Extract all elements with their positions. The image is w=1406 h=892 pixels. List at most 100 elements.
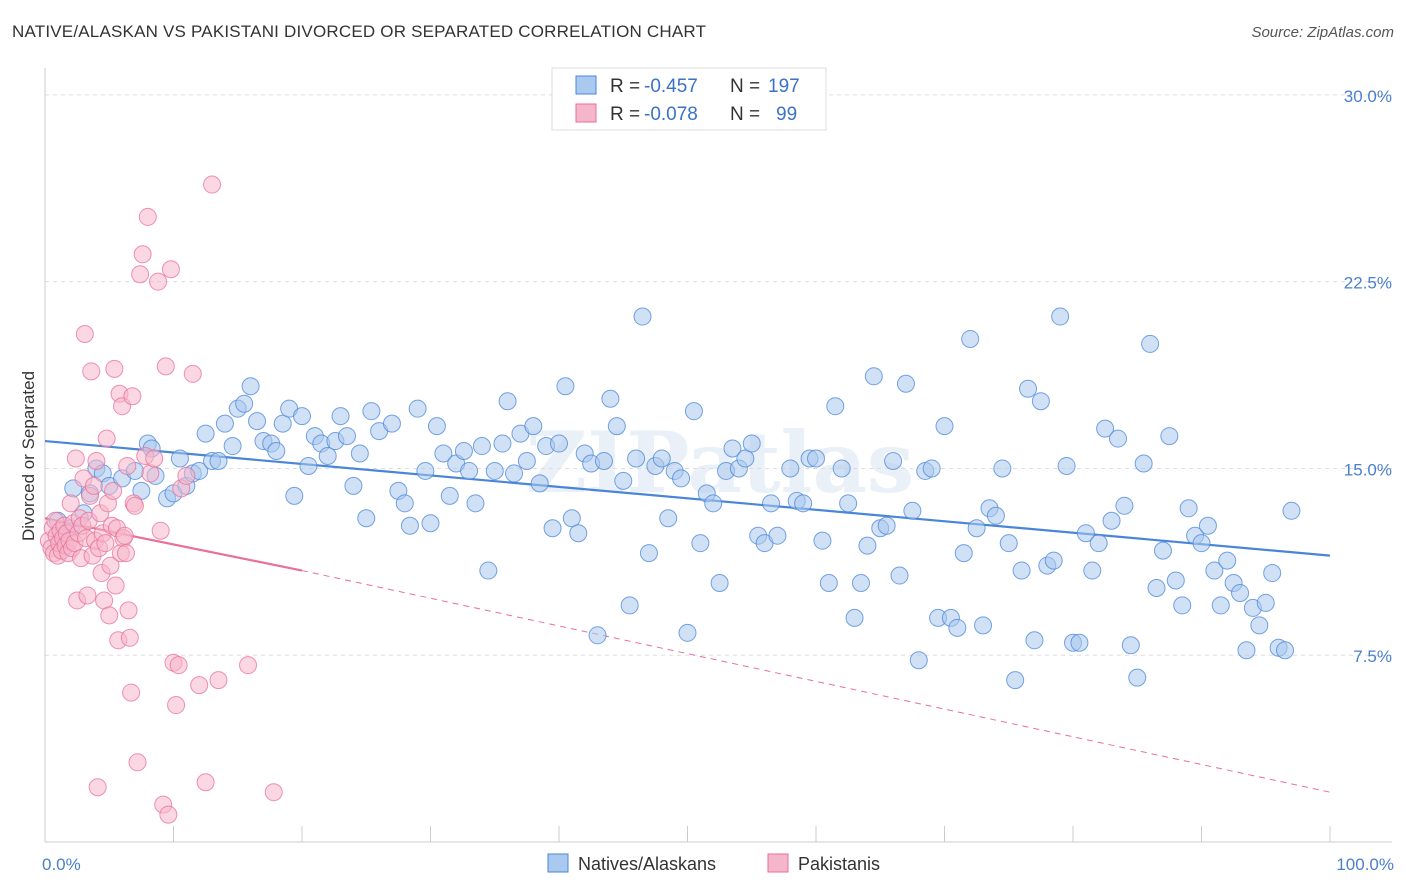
data-point [133,245,152,264]
data-point [594,451,613,470]
data-point [264,783,283,802]
data-point [454,442,473,461]
data-point [498,392,517,411]
data-point [196,424,215,443]
data-point [1276,641,1295,660]
data-point [116,544,135,563]
natives-r-value: -0.457 [644,76,698,97]
data-point [736,449,755,468]
data-point [839,494,858,513]
data-point [1121,636,1140,655]
data-point [209,451,228,470]
data-point [530,474,549,493]
data-point [382,414,401,433]
data-point [131,265,150,284]
data-point [742,434,761,453]
data-point [104,481,123,500]
data-point [299,456,318,475]
axes [44,68,1392,843]
data-point [1192,534,1211,553]
data-point [896,374,915,393]
data-point [101,556,120,575]
data-point [161,260,180,279]
data-point [986,506,1005,525]
data-point [156,357,175,376]
data-point [903,501,922,520]
data-point [95,591,114,610]
data-point [1218,551,1237,570]
series-legend: Natives/Alaskans Pakistanis [547,853,880,874]
data-point [601,389,620,408]
data-point [1083,561,1102,580]
data-point [122,683,141,702]
data-point [84,476,103,495]
data-point [845,608,864,627]
data-point [87,451,106,470]
data-point [505,464,524,483]
data-point [1019,379,1038,398]
data-point [877,516,896,535]
data-point [672,469,691,488]
series-legend-swatch-natives [547,853,569,873]
data-point [472,437,491,456]
data-point [1153,541,1172,560]
data-point [427,417,446,436]
data-point [479,561,498,580]
legend-swatch-natives [575,75,597,95]
data-point [149,272,168,291]
data-points [39,175,1301,824]
data-point [768,526,787,545]
data-point [1057,456,1076,475]
data-point [639,544,658,563]
x-tick-label-max: 100.0% [1336,855,1394,874]
data-point [235,394,254,413]
data-point [97,429,116,448]
data-point [1096,419,1115,438]
data-point [851,574,870,593]
y-tick-label: 15.0% [1344,460,1392,479]
natives-trend-line [44,439,1331,557]
data-point [993,459,1012,478]
data-point [813,531,832,550]
data-point [659,509,678,528]
data-point [82,362,101,381]
data-point [395,494,414,513]
x-tick-label-min: 0.0% [42,855,81,874]
natives-n-value: 197 [768,76,800,97]
data-point [421,514,440,533]
data-point [1128,668,1147,687]
series-legend-label-pakistanis: Pakistanis [798,854,880,874]
data-point [151,521,170,540]
chart-source: Source: ZipAtlas.com [1251,24,1394,41]
data-point [105,359,124,378]
grid-lines [45,94,1392,656]
y-axis-label: Divorced or Separated [19,371,38,541]
data-point [652,449,671,468]
data-point [974,616,993,635]
data-point [1134,454,1153,473]
natives-n-label: N = [730,76,760,97]
data-point [350,444,369,463]
data-point [710,574,729,593]
series-natives-points [48,307,1301,690]
data-point [1025,631,1044,650]
data-point [203,175,222,194]
data-point [61,494,80,513]
series-legend-swatch-pakistanis [767,853,789,873]
data-point [627,449,646,468]
data-point [120,628,139,647]
data-point [106,576,125,595]
pakistanis-r-value: -0.078 [644,104,698,125]
data-point [1141,334,1160,353]
data-point [78,586,97,605]
data-point [1012,561,1031,580]
data-point [1198,516,1217,535]
series-legend-label-natives: Natives/Alaskans [578,854,716,874]
y-tick-labels: 7.5% 15.0% 22.5% 30.0% [1344,87,1392,666]
data-point [1282,501,1301,520]
data-point [100,606,119,625]
pakistanis-r-label: R = [610,104,640,125]
natives-r-label: R = [610,76,640,97]
data-point [864,367,883,386]
data-point [762,494,781,513]
